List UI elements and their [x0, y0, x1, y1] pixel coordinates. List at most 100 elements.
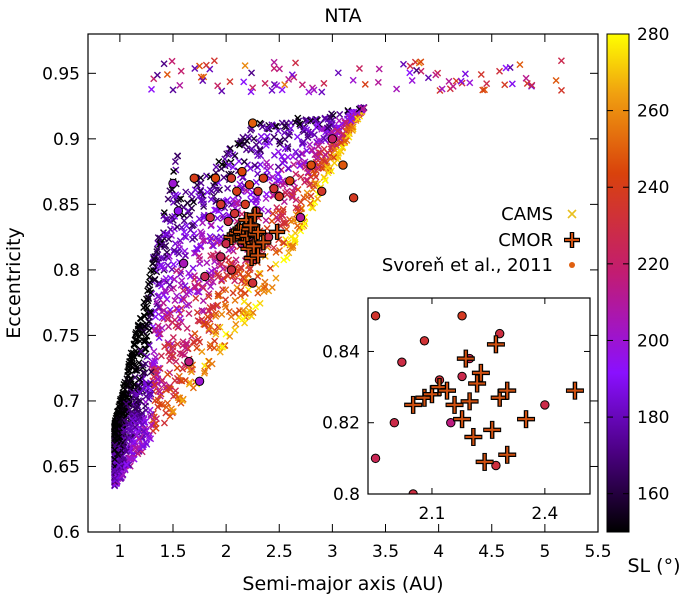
cams-point: [322, 157, 330, 165]
cams-point: [154, 234, 162, 242]
cams-point: [314, 121, 322, 129]
cams-point: [256, 147, 264, 155]
cams-point: [157, 352, 165, 360]
cams-point: [303, 193, 311, 201]
cams-point: [249, 309, 257, 317]
cams-point: [212, 330, 220, 338]
svoren-point: [205, 212, 215, 223]
inset-cmor-point: [498, 445, 517, 464]
cams-point: [160, 60, 168, 68]
inset-svoren-point: [457, 371, 467, 382]
cams-point: [201, 367, 209, 375]
cams-point: [177, 195, 185, 203]
cams-point: [375, 65, 383, 73]
svoren-point: [269, 183, 279, 194]
inset-cmor-point: [475, 452, 494, 471]
cams-point: [330, 154, 338, 162]
cams-point: [270, 58, 278, 66]
cams-point: [123, 375, 131, 383]
svoren-point: [247, 278, 258, 288]
x-tick-label: 1: [114, 542, 125, 562]
y-tick-label: 0.75: [42, 326, 80, 346]
cams-point: [246, 164, 254, 172]
cams-point: [201, 320, 209, 328]
cams-point: [334, 127, 341, 135]
cams-point: [160, 419, 168, 427]
cams-point: [201, 237, 209, 245]
cams-point: [287, 217, 295, 225]
cams-point: [288, 194, 296, 202]
cams-point: [287, 124, 295, 132]
cams-point: [164, 195, 172, 203]
cams-point: [188, 222, 196, 230]
cams-point: [115, 468, 123, 476]
legend-label-cams: CAMS: [501, 204, 553, 225]
cams-point: [218, 260, 226, 268]
x-tick-label: 5.5: [584, 542, 611, 562]
cams-point: [196, 317, 204, 325]
inset-svoren-point: [457, 311, 467, 321]
cams-point: [298, 81, 306, 89]
cams-point: [236, 141, 244, 149]
cams-point: [159, 299, 167, 307]
cams-point: [153, 248, 161, 256]
colorbar-tick-label: 240: [637, 178, 669, 198]
cams-point: [170, 260, 178, 268]
cams-point: [281, 145, 289, 153]
cams-point: [191, 282, 199, 290]
cams-point: [558, 86, 565, 94]
cams-point: [302, 176, 310, 184]
cams-point: [166, 281, 174, 289]
cams-point: [267, 163, 275, 171]
cams-point: [290, 161, 298, 169]
cams-point: [170, 246, 178, 254]
cams-point: [188, 235, 196, 243]
cams-point: [337, 139, 345, 147]
cams-point: [134, 403, 142, 411]
cams-point: [165, 384, 173, 392]
cams-point: [126, 406, 134, 413]
cams-point: [126, 358, 134, 366]
cams-point: [128, 357, 136, 365]
cams-point: [240, 78, 248, 86]
cams-point: [282, 219, 290, 227]
cams-point: [216, 225, 224, 233]
cams-point: [298, 139, 306, 147]
cams-point: [225, 149, 233, 157]
cams-point: [134, 382, 142, 390]
cams-point: [147, 390, 155, 398]
cams-point: [184, 207, 192, 215]
cams-point: [150, 256, 158, 264]
svoren-point: [263, 232, 274, 242]
cams-point: [167, 285, 175, 293]
svoren-point: [253, 186, 263, 196]
cmor-point: [255, 234, 272, 251]
cams-point: [129, 417, 137, 424]
cams-point: [320, 79, 328, 87]
cams-point: [268, 217, 276, 225]
cams-point: [522, 74, 530, 82]
cams-point: [166, 357, 173, 365]
inset-svoren-point: [491, 460, 501, 471]
cams-point: [294, 204, 302, 212]
inset-cmor-point: [517, 410, 536, 429]
cams-point: [457, 77, 465, 85]
cams-point: [336, 134, 344, 142]
cams-point: [189, 338, 197, 346]
cams-point: [147, 289, 155, 297]
cams-point: [136, 345, 144, 353]
cams-point: [151, 275, 159, 283]
cams-point: [231, 152, 239, 160]
cams-point: [153, 298, 161, 306]
cams-point: [406, 62, 414, 70]
cams-point: [552, 76, 560, 84]
cams-point: [237, 292, 245, 300]
cams-point: [181, 282, 189, 290]
svoren-point: [194, 376, 205, 386]
cams-point: [285, 75, 293, 83]
cams-point: [134, 450, 142, 458]
inset-axes: 2.1 2.4 0.8 0.82 0.84: [322, 298, 590, 524]
cams-point: [253, 195, 261, 203]
cams-point: [161, 243, 169, 251]
x-tick-label: 3.5: [372, 542, 399, 562]
